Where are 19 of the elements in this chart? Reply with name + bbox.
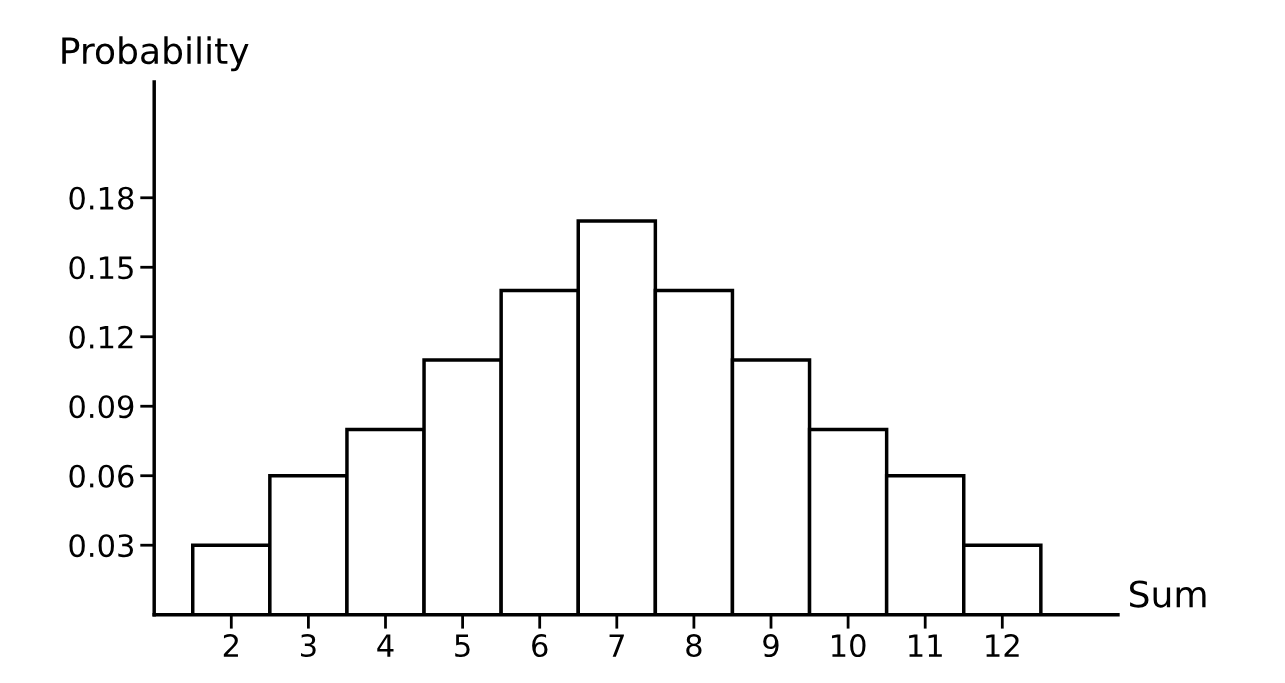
- x-tick-label: 7: [609, 634, 624, 657]
- x-tick-label: 12: [986, 633, 1019, 657]
- x-tick-label: 10: [832, 633, 866, 658]
- y-tick-label: 0.06: [69, 464, 134, 488]
- x-tick-label: 5: [455, 634, 470, 658]
- x-tick-label: 3: [301, 633, 316, 658]
- y-axis-title: Probability: [62, 36, 249, 72]
- y-tick-label: 0.15: [69, 256, 133, 280]
- x-tick-label: 6: [532, 633, 548, 658]
- x-tick-label: 11: [909, 634, 942, 657]
- x-tick-label: 2: [223, 633, 238, 657]
- x-tick-label: 4: [377, 634, 394, 657]
- y-tick-label: 0.09: [69, 395, 134, 419]
- x-tick-label: 9: [763, 633, 779, 658]
- x-tick-label: 8: [686, 633, 702, 658]
- y-tick-label: 0.03: [69, 534, 133, 558]
- x-axis-title: Sum: [1129, 580, 1206, 608]
- y-tick-label: 0.18: [69, 186, 134, 210]
- y-tick-label: 0.12: [69, 325, 133, 349]
